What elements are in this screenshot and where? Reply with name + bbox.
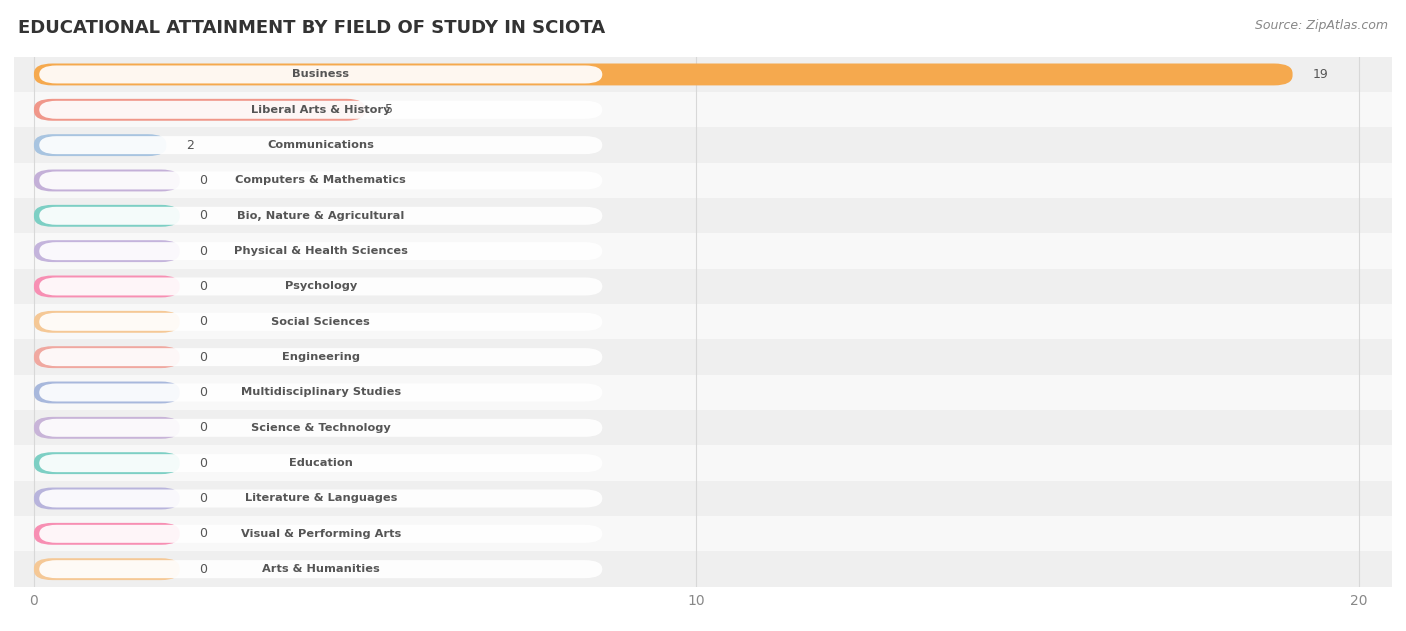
Text: 0: 0 xyxy=(200,422,208,434)
Text: Business: Business xyxy=(292,69,349,80)
Bar xyxy=(14,375,1392,410)
FancyBboxPatch shape xyxy=(34,488,180,509)
FancyBboxPatch shape xyxy=(34,276,180,297)
FancyBboxPatch shape xyxy=(39,419,602,437)
Text: Social Sciences: Social Sciences xyxy=(271,317,370,327)
FancyBboxPatch shape xyxy=(39,101,602,119)
Bar xyxy=(14,198,1392,233)
Bar xyxy=(14,304,1392,339)
FancyBboxPatch shape xyxy=(39,384,602,401)
Text: Psychology: Psychology xyxy=(284,281,357,292)
Bar xyxy=(14,516,1392,551)
Text: 0: 0 xyxy=(200,386,208,399)
Text: Science & Technology: Science & Technology xyxy=(250,423,391,433)
Text: 0: 0 xyxy=(200,280,208,293)
FancyBboxPatch shape xyxy=(34,523,180,545)
FancyBboxPatch shape xyxy=(39,207,602,225)
Text: Computers & Mathematics: Computers & Mathematics xyxy=(235,175,406,186)
Text: Engineering: Engineering xyxy=(281,352,360,362)
Bar xyxy=(14,127,1392,163)
Text: 0: 0 xyxy=(200,457,208,469)
Text: Physical & Health Sciences: Physical & Health Sciences xyxy=(233,246,408,256)
Text: 19: 19 xyxy=(1312,68,1329,81)
Bar xyxy=(14,481,1392,516)
Bar xyxy=(14,410,1392,445)
Text: 5: 5 xyxy=(385,103,394,116)
FancyBboxPatch shape xyxy=(34,558,180,580)
FancyBboxPatch shape xyxy=(34,170,180,191)
FancyBboxPatch shape xyxy=(39,313,602,331)
Bar xyxy=(14,551,1392,587)
Text: 0: 0 xyxy=(200,492,208,505)
FancyBboxPatch shape xyxy=(34,452,180,474)
FancyBboxPatch shape xyxy=(34,99,366,121)
FancyBboxPatch shape xyxy=(39,490,602,507)
FancyBboxPatch shape xyxy=(39,172,602,189)
Text: Visual & Performing Arts: Visual & Performing Arts xyxy=(240,529,401,539)
FancyBboxPatch shape xyxy=(34,346,180,368)
Text: Arts & Humanities: Arts & Humanities xyxy=(262,564,380,574)
Bar xyxy=(14,339,1392,375)
Text: 0: 0 xyxy=(200,245,208,257)
FancyBboxPatch shape xyxy=(34,205,180,227)
Text: Liberal Arts & History: Liberal Arts & History xyxy=(252,105,391,115)
Text: Bio, Nature & Agricultural: Bio, Nature & Agricultural xyxy=(238,211,405,221)
Text: EDUCATIONAL ATTAINMENT BY FIELD OF STUDY IN SCIOTA: EDUCATIONAL ATTAINMENT BY FIELD OF STUDY… xyxy=(18,19,606,37)
Bar xyxy=(14,445,1392,481)
FancyBboxPatch shape xyxy=(39,525,602,543)
FancyBboxPatch shape xyxy=(39,242,602,260)
Text: Education: Education xyxy=(288,458,353,468)
FancyBboxPatch shape xyxy=(39,560,602,578)
Bar xyxy=(14,233,1392,269)
Text: 0: 0 xyxy=(200,528,208,540)
FancyBboxPatch shape xyxy=(34,64,1292,85)
FancyBboxPatch shape xyxy=(34,382,180,403)
FancyBboxPatch shape xyxy=(39,66,602,83)
Text: Communications: Communications xyxy=(267,140,374,150)
FancyBboxPatch shape xyxy=(34,311,180,333)
FancyBboxPatch shape xyxy=(34,134,166,156)
FancyBboxPatch shape xyxy=(34,417,180,439)
Text: 0: 0 xyxy=(200,209,208,222)
Text: 2: 2 xyxy=(186,139,194,151)
FancyBboxPatch shape xyxy=(34,240,180,262)
FancyBboxPatch shape xyxy=(39,278,602,295)
FancyBboxPatch shape xyxy=(39,454,602,472)
FancyBboxPatch shape xyxy=(39,348,602,366)
Text: 0: 0 xyxy=(200,316,208,328)
Text: 0: 0 xyxy=(200,174,208,187)
Bar xyxy=(14,57,1392,92)
Text: 0: 0 xyxy=(200,563,208,575)
FancyBboxPatch shape xyxy=(39,136,602,154)
Text: Literature & Languages: Literature & Languages xyxy=(245,493,396,504)
Bar xyxy=(14,269,1392,304)
Bar xyxy=(14,163,1392,198)
Text: Source: ZipAtlas.com: Source: ZipAtlas.com xyxy=(1254,19,1388,32)
Text: Multidisciplinary Studies: Multidisciplinary Studies xyxy=(240,387,401,398)
Bar xyxy=(14,92,1392,127)
Text: 0: 0 xyxy=(200,351,208,363)
